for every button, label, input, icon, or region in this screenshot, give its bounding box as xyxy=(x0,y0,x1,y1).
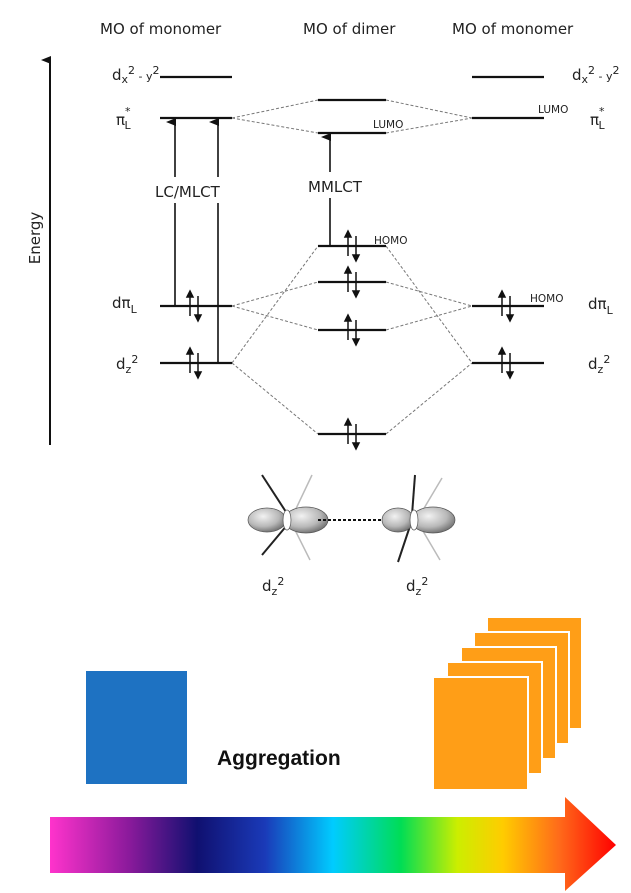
homo-tag-dimer: HOMO xyxy=(374,235,407,247)
right-metal-center xyxy=(381,474,456,563)
dz2-orbital-overlap-illustration xyxy=(247,474,456,563)
orbital-label-dz2-right: dz2 xyxy=(406,575,428,598)
monomer-square xyxy=(86,671,187,784)
aggregation-label: Aggregation xyxy=(217,747,341,770)
label-dx2y2-right: dx2 - y2 xyxy=(572,64,620,86)
label-dz2-left: dz2 xyxy=(116,353,138,376)
label-dx2y2-left: dx2 - y2 xyxy=(112,64,160,86)
transition-label-dimer: MMLCT xyxy=(308,178,363,196)
transition-label-monomer: LC/MLCT xyxy=(155,183,221,201)
label-dpi-left: dπL xyxy=(112,294,138,316)
left-metal-center xyxy=(247,474,329,561)
energy-axis-label: Energy xyxy=(26,212,44,265)
aggregate-stack xyxy=(432,616,583,791)
lumo-tag-dimer: LUMO xyxy=(373,119,403,131)
spectrum-arrow xyxy=(50,797,616,891)
correlation-lines xyxy=(231,99,473,435)
electron-pairs xyxy=(185,229,515,451)
header-monomer-right: MO of monomer xyxy=(452,20,574,38)
orbital-label-dz2-left: dz2 xyxy=(262,575,284,598)
lumo-tag-monomer: LUMO xyxy=(538,104,568,116)
label-pi-star-right: π* L xyxy=(590,105,606,132)
homo-tag-monomer: HOMO xyxy=(530,293,563,305)
header-monomer-left: MO of monomer xyxy=(100,20,222,38)
header-dimer: MO of dimer xyxy=(303,20,396,38)
label-pi-star-left: π* L xyxy=(116,105,132,132)
label-dpi-right: dπL xyxy=(588,295,614,317)
label-dz2-right: dz2 xyxy=(588,353,610,376)
